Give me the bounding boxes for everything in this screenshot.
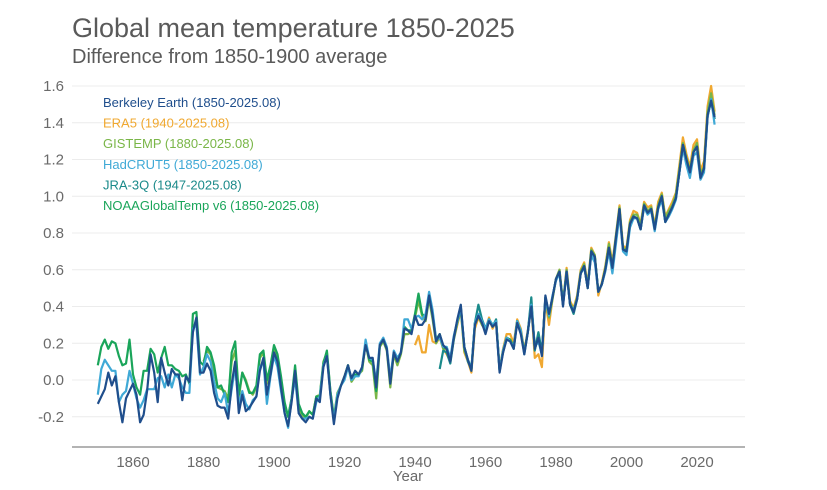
x-tick-label: 2020: [680, 454, 713, 471]
legend-item: ERA5 (1940-2025.08): [103, 116, 229, 131]
x-axis-ticks: 1860 1880 1900 1920 1940 1960 1980 2000 2020: [116, 454, 713, 471]
x-axis-label: Year: [393, 468, 423, 485]
legend-item: NOAAGlobalTemp v6 (1850-2025.08): [103, 198, 319, 213]
chart-subtitle: Difference from 1850-1900 average: [72, 46, 388, 68]
y-tick-label: 0.2: [43, 335, 64, 352]
gridlines: [72, 85, 745, 418]
y-tick-label: 0.6: [43, 262, 64, 279]
series-lines: [96, 84, 716, 429]
series-line-berkeley: [96, 99, 716, 427]
y-tick-label: 0.8: [43, 225, 64, 242]
series-line-jra-3q: [438, 99, 716, 372]
y-tick-label: 1.4: [43, 115, 64, 132]
x-tick-label: 1860: [116, 454, 149, 471]
y-tick-label: 0.0: [43, 372, 64, 389]
x-tick-label: 2000: [610, 454, 643, 471]
y-tick-label: 1.0: [43, 188, 64, 205]
x-tick-label: 1900: [257, 454, 290, 471]
x-tick-label: 1880: [187, 454, 220, 471]
y-tick-label: 1.2: [43, 152, 64, 169]
x-tick-label: 1980: [539, 454, 572, 471]
y-tick-label: 1.6: [43, 78, 64, 95]
y-axis-ticks: -0.2 0.0 0.2 0.4 0.6 0.8 1.0 1.2 1.4 1.6: [38, 78, 64, 426]
y-tick-label: 0.4: [43, 299, 64, 316]
x-tick-label: 1960: [469, 454, 502, 471]
legend-item: GISTEMP (1880-2025.08): [103, 136, 254, 151]
y-tick-label: -0.2: [38, 409, 64, 426]
legend-item: Berkeley Earth (1850-2025.08): [103, 95, 281, 110]
legend-item: JRA-3Q (1947-2025.08): [103, 177, 242, 192]
chart-title: Global mean temperature 1850-2025: [72, 13, 515, 43]
legend-item: HadCRUT5 (1850-2025.08): [103, 157, 263, 172]
x-tick-label: 1940: [398, 454, 431, 471]
series-line-era5: [413, 84, 716, 374]
legend: Berkeley Earth (1850-2025.08) ERA5 (1940-…: [103, 95, 319, 213]
x-tick-label: 1920: [328, 454, 361, 471]
